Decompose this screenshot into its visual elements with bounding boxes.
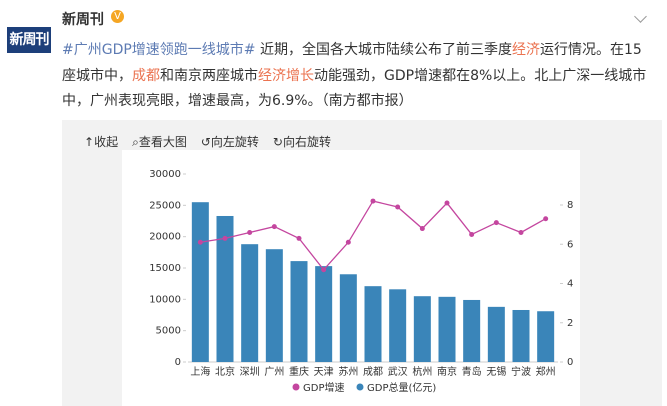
marker — [370, 198, 376, 204]
y-tick-label: 10000 — [149, 294, 181, 305]
text: 近期，全国各大城市陆续公布了前三季度 — [255, 42, 512, 58]
bar — [364, 286, 382, 362]
legend-label: GDP总量(亿元) — [367, 381, 436, 394]
x-tick-label: 武汉 — [388, 365, 408, 378]
link[interactable]: 经济 — [512, 42, 540, 58]
y-tick-label: 15000 — [149, 263, 181, 274]
verified-badge: V — [111, 10, 124, 23]
bar — [413, 296, 431, 362]
y-tick-label: 30000 — [149, 169, 181, 180]
tool-button[interactable]: ↺向左旋转 — [200, 135, 259, 149]
x-tick-label: 成都 — [363, 366, 383, 378]
text: 运行情况。在15座城市中， — [62, 42, 642, 84]
y-tick-label: 25000 — [149, 200, 181, 211]
tool-button[interactable]: ↻向右旋转 — [272, 135, 331, 149]
x-tick-label: 郑州 — [536, 365, 556, 378]
bar — [339, 274, 357, 362]
marker — [321, 267, 327, 273]
marker — [197, 239, 203, 245]
bar — [389, 289, 407, 362]
x-tick-label: 杭州 — [412, 365, 432, 378]
legend-swatch — [292, 383, 300, 391]
tool-label: 收起 — [94, 135, 119, 149]
marker — [518, 229, 524, 235]
tool-button[interactable]: ⌕查看大图 — [132, 135, 187, 149]
y2-tick-label: 4 — [567, 279, 573, 290]
avatar[interactable]: 新周刊 — [7, 27, 51, 53]
tool-label: 向右旋转 — [282, 135, 331, 149]
bar — [216, 215, 234, 362]
bar — [487, 306, 505, 362]
x-tick-label: 南京 — [437, 365, 457, 378]
x-tick-label: 广州 — [264, 366, 284, 378]
marker — [271, 224, 277, 230]
y-tick-label: 5000 — [156, 326, 181, 337]
marker — [395, 204, 401, 210]
bar — [265, 249, 283, 362]
x-tick-label: 天津 — [314, 366, 334, 378]
marker — [469, 231, 475, 237]
text: 和南京两座城市 — [160, 67, 258, 84]
bar — [315, 266, 333, 362]
bar — [512, 309, 530, 362]
link[interactable]: 经济增长 — [258, 67, 314, 84]
y2-tick-label: 2 — [567, 318, 573, 329]
x-tick-label: 无锡 — [486, 365, 506, 378]
link[interactable]: 成都 — [132, 67, 160, 84]
toolbar: ↑收起 ⌕查看大图 ↺向左旋转 ↻向右旋转 — [84, 133, 345, 150]
marker — [419, 226, 425, 232]
marker — [543, 216, 549, 222]
y2-tick-label: 8 — [567, 200, 573, 211]
marker — [444, 200, 450, 206]
marker — [296, 235, 302, 241]
bar — [438, 296, 456, 362]
user-name[interactable]: 新周刊 — [62, 12, 104, 28]
x-tick-label: 重庆 — [289, 365, 309, 378]
bar — [537, 311, 555, 362]
tool-label: 向左旋转 — [210, 135, 259, 149]
bar — [241, 244, 259, 362]
x-tick-label: 北京 — [215, 365, 235, 378]
bar — [191, 202, 209, 362]
link[interactable]: #广州GDP增速领跑一线城市# — [62, 42, 256, 58]
x-tick-label: 青岛 — [462, 365, 482, 378]
legend-swatch — [356, 383, 364, 391]
post-text: #广州GDP增速领跑一线城市# 近期，全国各大城市陆续公布了前三季度经济运行情况… — [62, 38, 654, 115]
marker — [493, 220, 499, 226]
y2-tick-label: 6 — [567, 239, 573, 250]
x-tick-label: 深圳 — [240, 366, 260, 378]
text: 动能强劲，GDP增速都在8%以上。北上广深一线城市中，广州表现亮眼，增速最高，为… — [62, 67, 647, 110]
x-tick-label: 宁波 — [511, 365, 531, 378]
x-tick-label: 上海 — [190, 365, 210, 378]
tool-button[interactable]: ↑收起 — [84, 135, 119, 149]
legend-label: GDP增速 — [303, 381, 344, 394]
bar — [290, 261, 308, 362]
y-tick-label: 20000 — [149, 232, 181, 243]
marker — [222, 235, 228, 241]
y-tick-label: 0 — [175, 357, 181, 368]
x-tick-label: 苏州 — [338, 365, 358, 378]
tool-label: 查看大图 — [138, 135, 187, 149]
marker — [345, 239, 351, 245]
marker — [247, 229, 253, 235]
bar — [463, 299, 481, 362]
y2-tick-label: 0 — [567, 357, 573, 368]
